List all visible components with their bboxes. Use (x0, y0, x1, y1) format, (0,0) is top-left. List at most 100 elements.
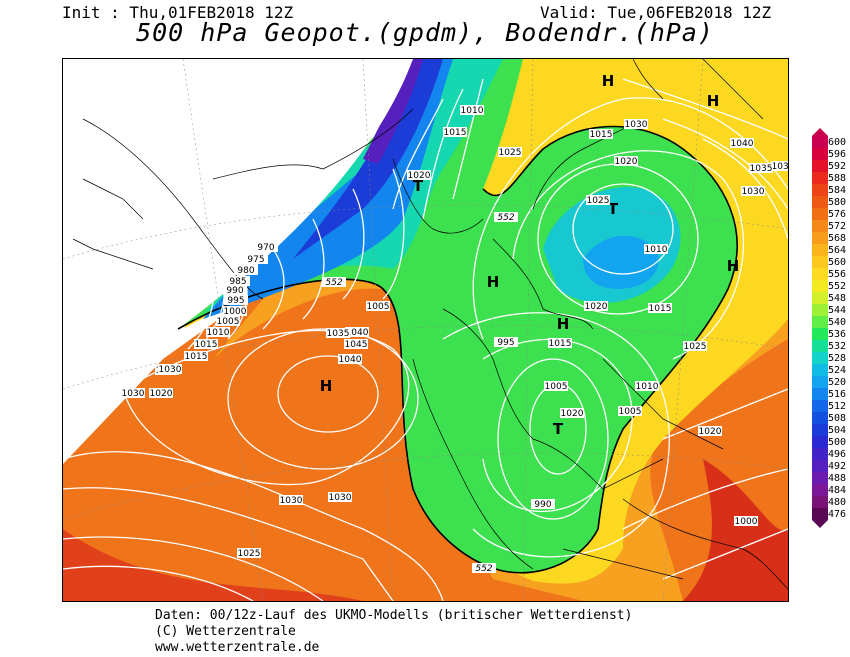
map-title: 500 hPa Geopot.(gpdm), Bodendr.(hPa) (136, 18, 714, 47)
geopotential-label: 552 (322, 277, 346, 288)
isobar-label: 970 (254, 242, 278, 253)
isobar-label: 1005 (366, 301, 390, 312)
legend-label: 536 (828, 329, 847, 340)
svg-text:1025: 1025 (238, 549, 261, 559)
geopot-fill-red-se (683, 459, 788, 601)
isobar-label: 1015 (548, 338, 572, 349)
isobar-label: 1010 (635, 381, 659, 392)
isobar-label: 1020 (614, 156, 638, 167)
isobar-label: 985 (226, 276, 250, 287)
isobar-label: 995 (494, 337, 518, 348)
legend-label: 588 (828, 173, 847, 184)
isobar-label: 1010 (460, 105, 484, 116)
svg-text:985: 985 (229, 277, 246, 287)
legend-swatch (812, 136, 828, 149)
legend-swatch (812, 376, 828, 389)
legend-swatch (812, 460, 828, 473)
legend-swatch (812, 400, 828, 413)
isobar-label: 1015 (589, 129, 613, 140)
legend-label: 544 (828, 305, 847, 316)
geopot-fill-red (63, 529, 363, 601)
svg-text:1030: 1030 (329, 493, 352, 503)
legend-swatch (812, 340, 828, 353)
svg-text:1025: 1025 (684, 342, 707, 352)
legend-label: 516 (828, 389, 847, 400)
isobar-label: 1020 (698, 426, 722, 437)
high-pressure-label: H (487, 273, 500, 291)
legend-label: 568 (828, 233, 847, 244)
high-pressure-label: H (727, 257, 740, 275)
legend-swatch (812, 148, 828, 161)
valid-time: Valid: Tue,06FEB2018 12Z (540, 3, 772, 22)
legend-label: 528 (828, 353, 847, 364)
footer-url: www.wetterzentrale.de (155, 640, 320, 655)
legend-swatch (812, 472, 828, 485)
legend-bottom-arrow (812, 520, 828, 528)
isobar-label: 1015 (194, 339, 218, 350)
isobar-label: 1000 (734, 516, 758, 527)
svg-text:1030: 1030 (625, 120, 648, 130)
isobar-label: 1035 (326, 328, 350, 339)
svg-text:1010: 1010 (636, 382, 659, 392)
svg-text:1040: 1040 (731, 139, 754, 149)
isobar-label: 980 (234, 265, 258, 276)
legend-swatch (812, 280, 828, 293)
svg-text:1010: 1010 (461, 106, 484, 116)
svg-text:1025: 1025 (499, 148, 522, 158)
legend-swatch (812, 304, 828, 317)
footer-copyright: (C) Wetterzentrale (155, 624, 296, 639)
legend-label: 484 (828, 485, 847, 496)
low-pressure-label: T (553, 420, 564, 438)
isobar-label: 1035 (749, 163, 773, 174)
legend-swatch (812, 184, 828, 197)
isobar-label: 1045 (344, 339, 368, 350)
isobar-label: 1035 (771, 161, 788, 172)
legend-swatch (812, 316, 828, 329)
isobar-label: 1025 (586, 195, 610, 206)
legend-label: 492 (828, 461, 847, 472)
legend-label: 596 (828, 149, 847, 160)
legend-swatch (812, 292, 828, 305)
legend-swatch (812, 196, 828, 209)
legend-swatch (812, 424, 828, 437)
isobar-label: 1040 (338, 354, 362, 365)
svg-text:1020: 1020 (615, 157, 638, 167)
svg-text:980: 980 (237, 266, 254, 276)
isobars (63, 78, 788, 601)
svg-text:552: 552 (325, 278, 342, 288)
coastlines (72, 59, 788, 590)
svg-text:1040: 1040 (339, 355, 362, 365)
legend-label: 496 (828, 449, 847, 460)
color-legend (812, 128, 828, 528)
isobar-label: 1000 (223, 306, 247, 317)
init-time: Init : Thu,01FEB2018 12Z (62, 3, 294, 22)
isobar-label: 1010 (206, 327, 230, 338)
legend-label: 592 (828, 161, 847, 172)
svg-text:1000: 1000 (224, 307, 247, 317)
isobar-label: 1005 (618, 406, 642, 417)
isobar-label: 1025 (683, 341, 707, 352)
legend-label: 520 (828, 377, 847, 388)
legend-label: 500 (828, 437, 847, 448)
svg-text:1020: 1020 (408, 171, 431, 181)
legend-swatch (812, 232, 828, 245)
footer-source: Daten: 00/12z-Lauf des UKMO-Modells (bri… (155, 608, 633, 623)
svg-text:1005: 1005 (619, 407, 642, 417)
legend-swatch (812, 364, 828, 377)
svg-text:1045: 1045 (345, 340, 368, 350)
svg-text:1005: 1005 (217, 317, 240, 327)
isobar-label: 1005 (216, 316, 240, 327)
high-pressure-label: H (707, 92, 720, 110)
legend-swatch (812, 208, 828, 221)
svg-text:552: 552 (497, 213, 514, 223)
svg-text:1030: 1030 (159, 365, 182, 375)
geopot-fill-purple (363, 59, 423, 164)
svg-text:1005: 1005 (367, 302, 390, 312)
svg-text:1040: 1040 (346, 328, 369, 338)
legend-swatch (812, 436, 828, 449)
svg-text:1005: 1005 (545, 382, 568, 392)
svg-text:1010: 1010 (207, 328, 230, 338)
svg-text:1015: 1015 (590, 130, 613, 140)
isobar-label: 990 (531, 499, 555, 510)
geopotential-label: 552 (494, 212, 518, 223)
